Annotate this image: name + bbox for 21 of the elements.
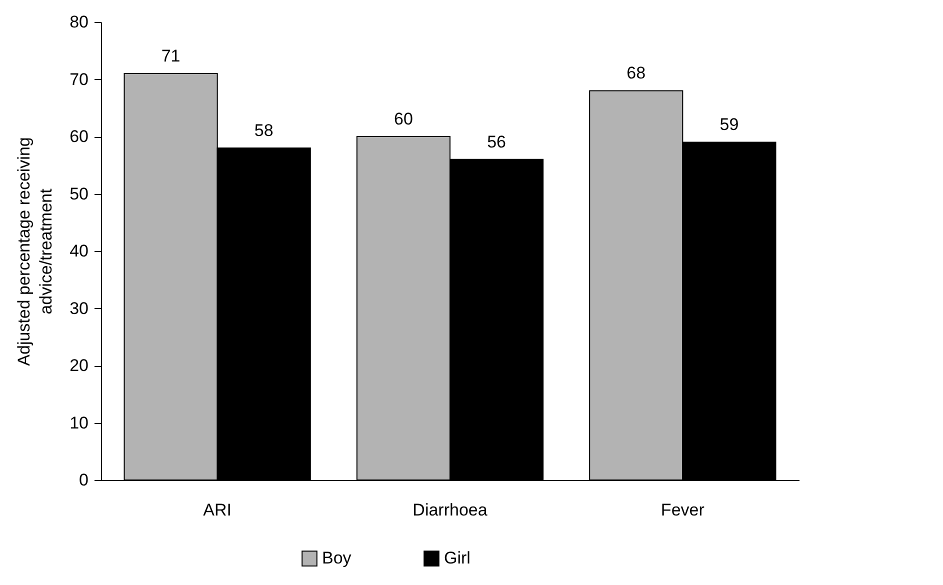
data-label: 71	[161, 46, 180, 66]
x-tick-label: Diarrhoea	[412, 500, 488, 520]
y-axis-title: Adjusted percentage receiving advice/treatment	[14, 137, 56, 366]
y-tick-label: 50	[70, 184, 88, 204]
x-tick-label: Fever	[660, 500, 705, 520]
y-tick-label: 60	[70, 127, 88, 146]
legend-label: Girl	[444, 548, 470, 568]
y-tick-label: 20	[70, 356, 88, 375]
y-tick-label: 40	[70, 242, 88, 260]
y-tick-label: 70	[70, 70, 88, 89]
y-tick-label: 30	[70, 298, 88, 318]
data-label: 58	[254, 120, 274, 140]
x-tick-label: ARI	[203, 500, 232, 520]
data-label: 59	[720, 115, 739, 134]
data-label: 60	[394, 110, 413, 128]
data-label: 68	[626, 64, 646, 83]
y-tick-label: 10	[70, 413, 88, 432]
data-label: 56	[487, 132, 506, 152]
y-tick-label: 80	[70, 12, 88, 32]
legend-label: Boy	[322, 548, 352, 568]
y-tick-label: 0	[79, 470, 88, 490]
